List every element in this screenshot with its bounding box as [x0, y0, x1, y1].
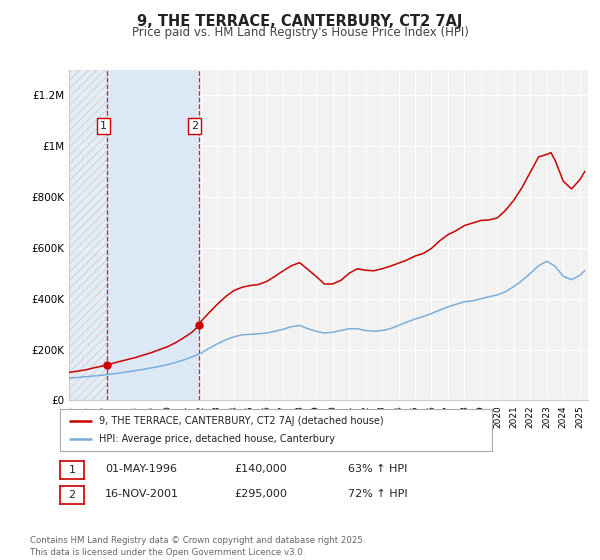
Text: Contains HM Land Registry data © Crown copyright and database right 2025.
This d: Contains HM Land Registry data © Crown c… — [30, 536, 365, 557]
Text: 9, THE TERRACE, CANTERBURY, CT2 7AJ: 9, THE TERRACE, CANTERBURY, CT2 7AJ — [137, 14, 463, 29]
Text: 16-NOV-2001: 16-NOV-2001 — [105, 489, 179, 499]
Text: 9, THE TERRACE, CANTERBURY, CT2 7AJ (detached house): 9, THE TERRACE, CANTERBURY, CT2 7AJ (det… — [99, 416, 383, 426]
Text: 01-MAY-1996: 01-MAY-1996 — [105, 464, 177, 474]
Bar — [107, 70, 199, 400]
Text: 63% ↑ HPI: 63% ↑ HPI — [348, 464, 407, 474]
Text: 2: 2 — [191, 121, 198, 131]
Text: 1: 1 — [68, 465, 76, 475]
Text: £295,000: £295,000 — [234, 489, 287, 499]
Text: £140,000: £140,000 — [234, 464, 287, 474]
Text: Price paid vs. HM Land Registry's House Price Index (HPI): Price paid vs. HM Land Registry's House … — [131, 26, 469, 39]
Text: HPI: Average price, detached house, Canterbury: HPI: Average price, detached house, Cant… — [99, 434, 335, 444]
Text: 72% ↑ HPI: 72% ↑ HPI — [348, 489, 407, 499]
Text: 2: 2 — [68, 490, 76, 500]
Bar — [69, 70, 107, 400]
Text: 1: 1 — [100, 121, 107, 131]
